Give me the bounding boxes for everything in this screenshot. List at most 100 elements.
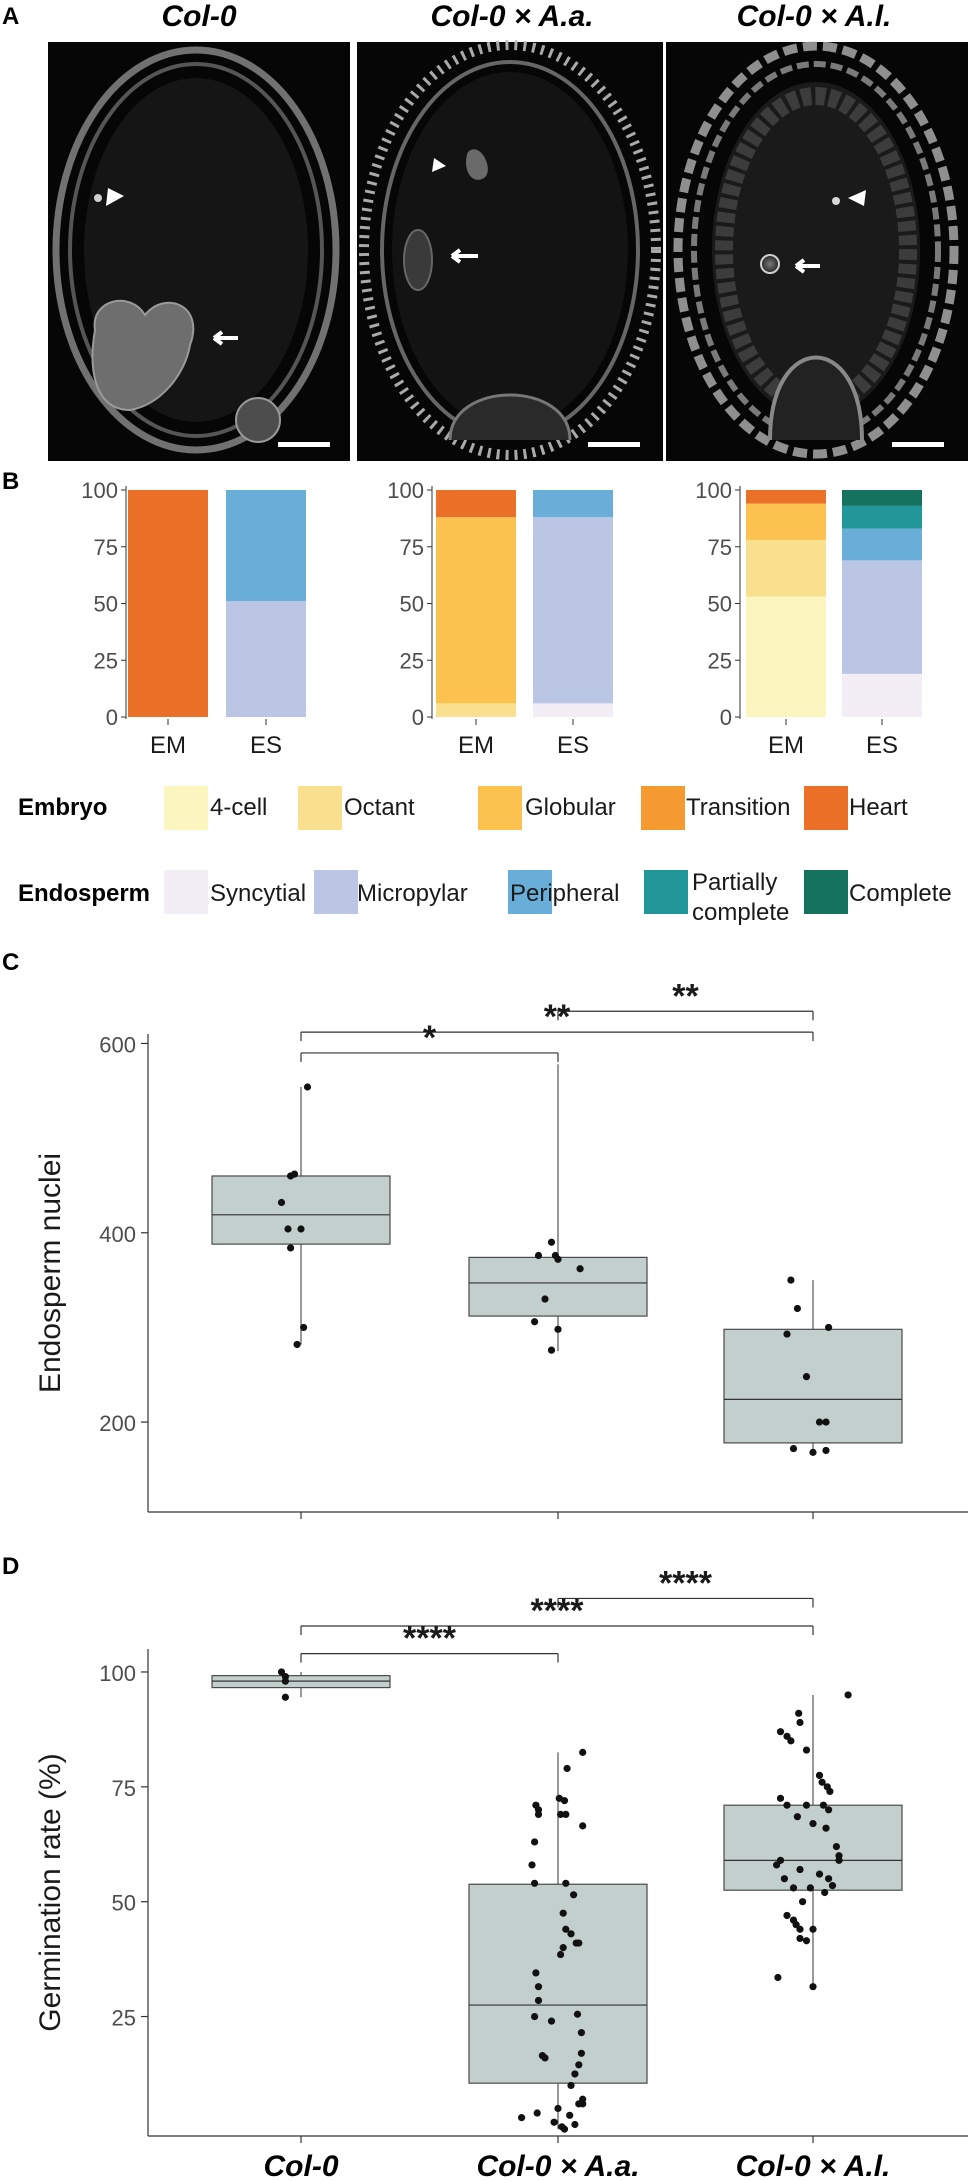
x-category-label: ES (866, 732, 898, 759)
arrow-icon-3 (794, 258, 820, 274)
bar-segment-em-globular (746, 503, 826, 540)
data-point (560, 1797, 569, 1805)
data-point (815, 1418, 824, 1426)
legend-label-transition: Transition (686, 794, 790, 821)
data-point (557, 1950, 565, 1959)
data-point (809, 1983, 817, 1991)
data-point (796, 1925, 804, 1933)
scale-bar-3 (892, 442, 944, 447)
legend-label-complete-line2: complete (692, 899, 789, 926)
x-category-label: Col-0 (264, 2150, 339, 2181)
bar-segment-em-heart (436, 490, 516, 518)
data-point (281, 1677, 289, 1685)
x-category-label: ES (250, 732, 282, 759)
data-point (303, 1083, 312, 1091)
scale-bar (278, 442, 330, 447)
data-point (290, 1170, 299, 1178)
y-tick-label: 25 (94, 648, 118, 673)
legend-embryo-title: Embryo (18, 794, 107, 821)
y-tick-label: 50 (94, 592, 118, 617)
data-point (284, 1225, 292, 1233)
data-point (562, 1925, 570, 1933)
data-point (828, 1882, 837, 1890)
data-point (570, 1891, 578, 1899)
data-point (802, 1937, 811, 1945)
data-point (518, 2114, 526, 2122)
bar-segment-es-peripheral (226, 490, 306, 602)
y-tick-label: 600 (99, 1032, 136, 1057)
data-point (532, 1969, 540, 1977)
x-category-label: ES (557, 732, 589, 759)
data-point (531, 1838, 539, 1846)
bar-segment-em-heart (128, 490, 208, 717)
y-tick-label: 0 (412, 705, 424, 730)
stacked-bar-chart-1: 0 25 50 75 100 EM ES (81, 478, 306, 759)
legend-label-syncytial: Syncytial (210, 880, 306, 907)
data-point (562, 1810, 570, 1818)
bar-segment-em-octant (436, 703, 516, 717)
data-point (533, 2109, 541, 2117)
stage-legend: Embryo Endosperm 4-cell Octant Globular … (18, 786, 952, 926)
data-point (559, 1909, 567, 1917)
data-point (795, 1709, 803, 1717)
data-point (835, 1856, 843, 1864)
data-point (554, 2104, 562, 2113)
bar-segment-es-complete (842, 490, 922, 506)
data-point (789, 1884, 798, 1892)
stacked-bar-chart-3: 0 25 50 75 100 EM ES (695, 478, 922, 759)
data-point (821, 1888, 829, 1897)
data-point (547, 1346, 556, 1354)
data-point (554, 1255, 562, 1263)
data-point (822, 1824, 830, 1832)
y-tick-label: 50 (400, 592, 424, 617)
data-point (802, 1801, 811, 1809)
legend-swatch-complete (804, 870, 848, 914)
y-tick-label: 25 (400, 648, 424, 673)
legend-swatch-syncytial (164, 870, 208, 914)
bar-segment-es-peripheral (842, 528, 922, 561)
scale-bar-2 (588, 442, 640, 447)
data-point (822, 1418, 830, 1426)
data-point (566, 2111, 574, 2119)
data-point (571, 2070, 579, 2078)
data-point (773, 1861, 781, 1869)
data-point (823, 1783, 831, 1791)
x-category-label: EM (458, 732, 494, 759)
data-point (547, 2017, 556, 2025)
legend-endosperm-title: Endosperm (18, 880, 150, 907)
data-point (528, 1861, 536, 1869)
x-category-label: EM (768, 732, 804, 759)
box-iqr (211, 1175, 391, 1245)
y-tick-label: 75 (112, 1776, 136, 1801)
x-category-label: Col-0 × A.l. (736, 2150, 891, 2181)
data-point (567, 2081, 575, 2090)
bar-segment-es-syncytial (533, 703, 613, 717)
data-point (796, 1934, 804, 1943)
arrow-icon-2 (450, 248, 478, 264)
data-point (277, 1198, 286, 1207)
y-tick-label: 0 (106, 705, 118, 730)
data-point (825, 1806, 833, 1814)
micrograph-col0-aa (357, 40, 663, 461)
embryo-heart-stage (91, 299, 195, 412)
data-point (579, 1822, 587, 1830)
data-point (780, 1875, 789, 1883)
panel-letter-b: B (2, 468, 19, 495)
legend-label-peripheral: Peripheral (510, 880, 619, 907)
data-point (560, 2125, 569, 2133)
legend-swatch-octant (298, 786, 342, 830)
boxplot-germination-rate: 25 50 75 100 Germination rate (%) **** **** ***… (34, 1564, 968, 2181)
y-tick-label: 0 (720, 705, 732, 730)
stacked-bar-chart-2: 0 25 50 75 100 EM ES (387, 478, 613, 759)
legend-swatch-4-cell (164, 786, 208, 830)
data-point (796, 1718, 804, 1727)
y-tick-label: 25 (112, 2006, 136, 2031)
y-tick-label: 200 (99, 1411, 136, 1436)
data-point (579, 2100, 587, 2108)
data-point (802, 1373, 811, 1381)
x-category-label: EM (150, 732, 186, 759)
data-point (573, 2010, 582, 2018)
data-point (809, 1819, 817, 1828)
panel-letter-a: A (2, 3, 19, 30)
arrowhead-icon-2 (432, 158, 446, 172)
